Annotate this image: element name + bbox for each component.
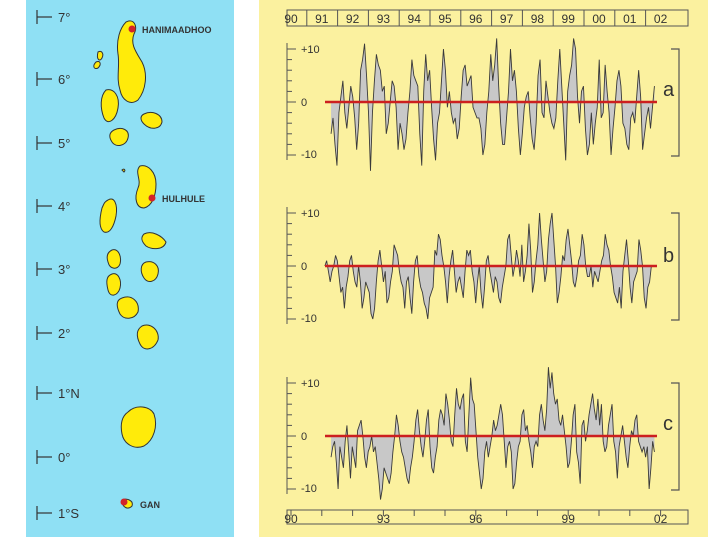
series-panel-a: +10 0 -10 a: [286, 38, 680, 171]
anomaly-fill: [331, 38, 655, 171]
top-axis-year-label: 96: [469, 12, 483, 26]
maldives-map-panel: 7° 6° 5° 4° 3° 2° 1°N 0° 1°S: [26, 0, 234, 537]
y-tick-label: +10: [301, 378, 320, 390]
latitude-label: 0°: [58, 450, 70, 465]
latitude-axis: [36, 10, 52, 520]
panel-bracket: [671, 382, 680, 491]
top-axis-year-label: 94: [408, 12, 422, 26]
top-axis-year-label: 97: [500, 12, 514, 26]
y-tick-label: 0: [301, 261, 307, 273]
latitude-label: 6°: [58, 72, 70, 87]
station-marker-hanimaadhoo: [128, 25, 136, 33]
bottom-axis-frame: [286, 509, 689, 525]
station-label-hanimaadhoo: HANIMAADHOO: [142, 25, 212, 35]
bottom-axis-year-label: 96: [469, 512, 483, 526]
atoll: [99, 198, 117, 233]
latitude-label: 1°N: [58, 386, 80, 401]
station-label-gan: GAN: [140, 500, 160, 510]
station-marker-hulhule: [148, 194, 156, 202]
latitude-label: 2°: [58, 326, 70, 341]
sea-level-chart-panel: 90 91 92 93 94 95 96 97 98 99 00 01 02 90 93 96 99 02 +10 0…: [259, 0, 708, 537]
latitude-label: 4°: [58, 199, 70, 214]
y-tick-label: -10: [301, 149, 317, 161]
latitude-tick: [36, 10, 52, 24]
panel-letter: c: [663, 413, 673, 435]
y-tick-label: +10: [301, 208, 320, 220]
series-panel-b: +10 0 -10 b: [286, 207, 680, 325]
station-label-hulhule: HULHULE: [162, 194, 205, 204]
panel-letter: a: [663, 79, 675, 101]
atoll: [100, 89, 119, 123]
series-panel-c: +10 0 -10 c: [286, 367, 680, 500]
latitude-tick: [36, 262, 52, 276]
latitude-tick: [36, 199, 52, 213]
panel-bracket: [671, 212, 680, 321]
latitude-label: 5°: [58, 136, 70, 151]
latitude-tick: [36, 326, 52, 340]
bottom-axis-year-label: 02: [654, 512, 668, 526]
anomaly-fill: [331, 367, 655, 500]
top-axis-year-label: 02: [654, 12, 668, 26]
top-axis-year-label: 99: [562, 12, 576, 26]
top-axis-frame: [286, 9, 689, 27]
atoll: [93, 61, 101, 69]
atoll: [120, 406, 157, 448]
atoll: [140, 261, 159, 282]
top-axis-year-label: 01: [623, 12, 637, 26]
bottom-year-axis: 90 93 96 99 02: [284, 509, 689, 526]
latitude-labels: 7° 6° 5° 4° 3° 2° 1°N 0° 1°S: [58, 10, 80, 521]
panel-bracket: [671, 48, 680, 157]
station-markers: [120, 25, 156, 506]
bottom-axis-year-label: 99: [562, 512, 576, 526]
top-axis-year-label: 91: [315, 12, 329, 26]
atoll: [135, 165, 157, 209]
atoll: [141, 232, 167, 250]
top-axis-year-label: 98: [531, 12, 545, 26]
latitude-tick: [36, 72, 52, 86]
top-axis-year-label: 90: [284, 12, 298, 26]
bottom-axis-year-label: 90: [284, 512, 298, 526]
latitude-label: 3°: [58, 262, 70, 277]
atoll: [97, 51, 104, 61]
maldives-map: 7° 6° 5° 4° 3° 2° 1°N 0° 1°S: [36, 10, 212, 521]
atoll: [121, 168, 126, 173]
anomaly-trace: [330, 38, 655, 171]
y-tick-label: 0: [301, 97, 307, 109]
latitude-tick: [36, 136, 52, 150]
atoll: [117, 20, 146, 103]
top-axis-year-label: 92: [346, 12, 360, 26]
y-tick-label: -10: [301, 313, 317, 325]
atoll: [109, 127, 129, 146]
anomaly-trace: [330, 367, 655, 500]
latitude-tick: [36, 506, 52, 520]
top-year-axis: 90 91 92 93 94 95 96 97 98 99 00 01 02: [284, 9, 689, 27]
top-axis-year-label: 93: [377, 12, 391, 26]
panel-letter: b: [663, 245, 674, 267]
latitude-tick: [36, 450, 52, 464]
y-tick-label: -10: [301, 483, 317, 495]
latitude-tick: [36, 386, 52, 400]
y-tick-label: +10: [301, 44, 320, 56]
y-tick-label: 0: [301, 431, 307, 443]
atolls: [93, 20, 167, 509]
bottom-axis-year-label: 93: [377, 512, 391, 526]
atoll: [106, 273, 121, 296]
atoll: [136, 324, 159, 350]
top-axis-year-label: 00: [592, 12, 606, 26]
atoll: [140, 111, 163, 129]
top-axis-year-label: 95: [438, 12, 452, 26]
latitude-label: 7°: [58, 10, 70, 25]
latitude-label: 1°S: [58, 506, 79, 521]
anomaly-trace: [324, 212, 652, 320]
station-marker-gan: [120, 498, 128, 506]
atoll: [106, 249, 121, 269]
atoll: [116, 296, 139, 319]
